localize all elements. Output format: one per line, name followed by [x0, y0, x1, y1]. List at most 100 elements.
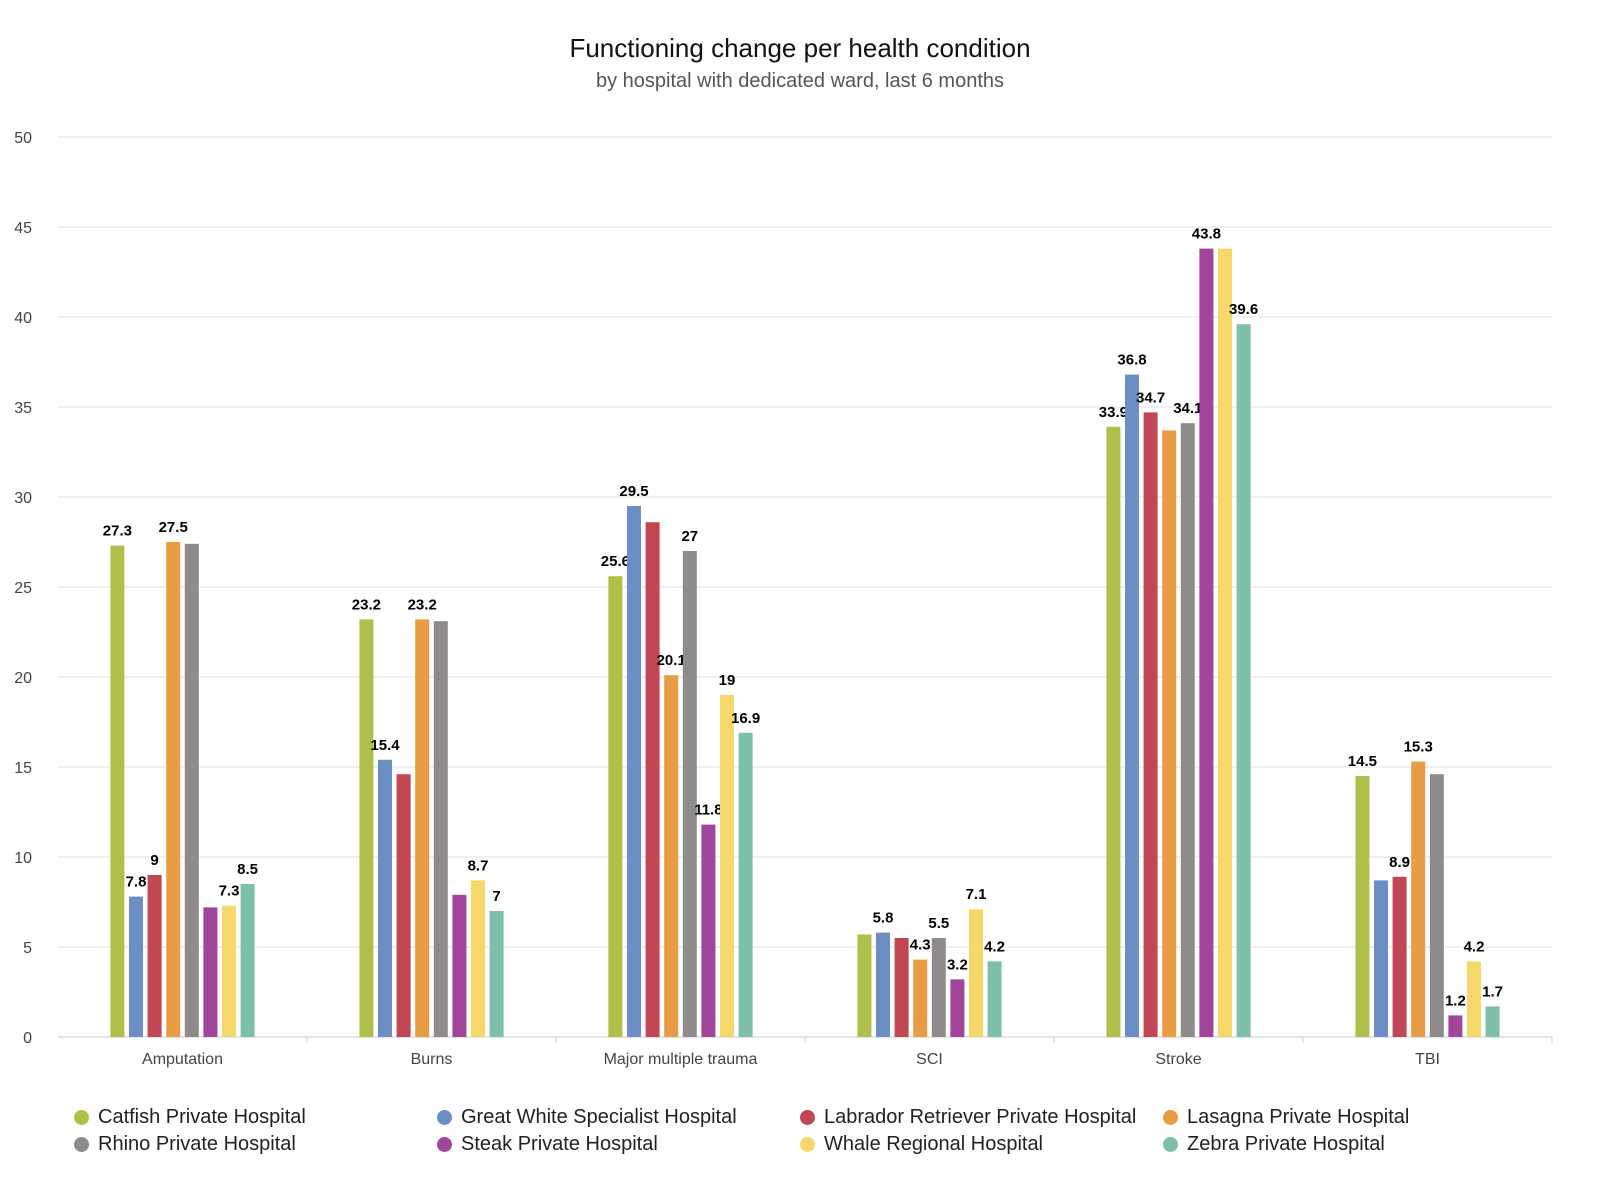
data-label: 34.7 [1136, 389, 1165, 406]
legend-label: Rhino Private Hospital [98, 1132, 296, 1155]
bar [987, 961, 1002, 1037]
bar [1411, 761, 1426, 1037]
legend-item[interactable]: Labrador Retriever Private Hospital [800, 1106, 1136, 1128]
y-tick-label: 5 [23, 940, 32, 957]
data-label: 5.8 [873, 910, 894, 927]
data-label: 27 [681, 528, 698, 545]
data-label: 33.9 [1099, 404, 1128, 421]
data-label: 8.7 [468, 857, 489, 874]
data-label: 15.4 [370, 737, 400, 754]
bar [203, 907, 218, 1037]
data-label: 39.6 [1229, 301, 1258, 318]
legend-item[interactable]: Lasagna Private Hospital [1163, 1106, 1409, 1128]
data-label: 3.2 [947, 956, 968, 973]
data-label: 11.8 [694, 802, 722, 819]
data-label: 34.1 [1173, 400, 1202, 417]
data-label: 25.6 [601, 553, 630, 570]
legend-swatch [1163, 1136, 1178, 1152]
legend-swatch [800, 1136, 815, 1152]
bar [701, 824, 716, 1037]
bar [913, 959, 928, 1037]
bar [147, 875, 162, 1037]
x-tick-label: Amputation [142, 1051, 223, 1068]
data-label: 29.5 [619, 483, 648, 500]
data-label: 19 [719, 672, 736, 689]
y-tick-label: 20 [14, 670, 32, 687]
legend-swatch [74, 1109, 89, 1125]
bar [720, 695, 734, 1037]
bar [1162, 430, 1177, 1037]
legend-item[interactable]: Zebra Private Hospital [1163, 1133, 1385, 1155]
y-tick-label: 15 [14, 760, 32, 777]
bar [129, 896, 143, 1037]
chart-title: Functioning change per health condition [569, 33, 1031, 63]
bar [222, 905, 236, 1037]
legend-label: Zebra Private Hospital [1187, 1132, 1385, 1155]
data-label: 1.2 [1445, 992, 1466, 1009]
legend-label: Great White Specialist Hospital [461, 1105, 737, 1128]
bar [682, 551, 697, 1037]
data-label: 16.9 [731, 710, 760, 727]
y-tick-label: 30 [14, 490, 32, 507]
legend-swatch [437, 1136, 452, 1152]
data-label: 4.3 [910, 937, 931, 954]
legend-item[interactable]: Catfish Private Hospital [74, 1106, 306, 1128]
legend-item[interactable]: Rhino Private Hospital [74, 1133, 296, 1155]
data-label: 8.9 [1389, 854, 1410, 871]
legend-label: Lasagna Private Hospital [1187, 1105, 1410, 1128]
legend-swatch [800, 1109, 815, 1125]
x-tick-label: Stroke [1155, 1051, 1201, 1068]
bar [184, 543, 199, 1037]
data-label: 43.8 [1192, 226, 1221, 243]
bar [1392, 876, 1407, 1037]
y-tick-label: 40 [14, 310, 32, 327]
bar [857, 934, 872, 1037]
bar [950, 979, 965, 1037]
bar [1180, 423, 1195, 1037]
legend-swatch [1163, 1109, 1178, 1125]
data-label: 23.2 [408, 596, 437, 613]
legend-item[interactable]: Great White Specialist Hospital [437, 1106, 737, 1128]
data-label: 4.2 [1464, 938, 1485, 955]
y-tick-label: 45 [14, 220, 32, 237]
x-tick-label: SCI [916, 1051, 943, 1068]
bar [608, 576, 623, 1037]
bar [1355, 776, 1370, 1037]
data-label: 8.5 [237, 861, 258, 878]
bar [433, 621, 448, 1037]
legend-swatch [437, 1109, 452, 1125]
bar [240, 884, 255, 1037]
bar [166, 542, 181, 1037]
legend-label: Labrador Retriever Private Hospital [824, 1105, 1137, 1128]
bar [664, 675, 679, 1037]
legend-item[interactable]: Whale Regional Hospital [800, 1133, 1043, 1155]
data-label: 1.7 [1482, 983, 1503, 1000]
y-tick-label: 0 [23, 1030, 32, 1047]
bar [627, 506, 641, 1037]
bar [378, 759, 392, 1037]
data-label: 14.5 [1348, 753, 1377, 770]
x-tick-label: Major multiple trauma [604, 1051, 758, 1068]
bar [359, 619, 374, 1037]
bar [1125, 374, 1139, 1038]
data-label: 20.1 [657, 652, 686, 669]
bar [452, 894, 467, 1037]
data-label: 36.8 [1117, 352, 1146, 369]
bar [471, 880, 485, 1037]
data-label: 15.3 [1404, 739, 1433, 756]
bar [1106, 426, 1121, 1037]
bar [1218, 248, 1232, 1038]
data-label: 9 [150, 852, 158, 869]
data-label: 4.2 [984, 938, 1005, 955]
data-label: 23.2 [352, 596, 381, 613]
bar [876, 932, 890, 1037]
legend-item[interactable]: Steak Private Hospital [437, 1133, 658, 1155]
bar [110, 545, 125, 1037]
data-label: 27.3 [103, 523, 132, 540]
y-tick-label: 25 [14, 580, 32, 597]
x-tick-label: TBI [1415, 1051, 1440, 1068]
bar [969, 909, 983, 1037]
bar [894, 938, 909, 1037]
